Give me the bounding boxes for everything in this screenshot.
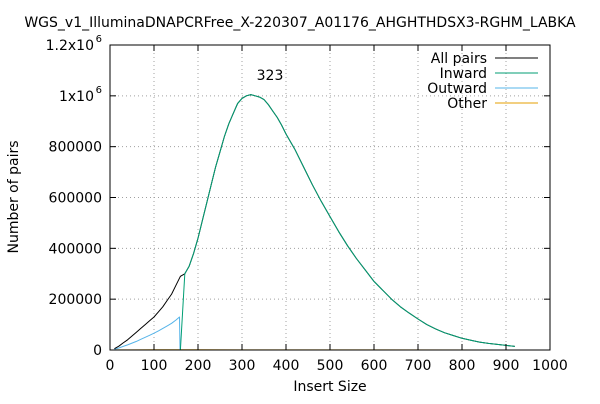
- y-tick-label-base: 1x10: [59, 89, 94, 105]
- y-tick-label-base: 200000: [49, 292, 102, 308]
- x-tick-label: 0: [106, 358, 115, 374]
- y-tick-label-base: 0: [93, 343, 102, 359]
- x-tick-label: 300: [229, 358, 256, 374]
- x-tick-label: 200: [185, 358, 212, 374]
- y-tick-label: 200000: [49, 292, 102, 308]
- legend-label: All pairs: [431, 51, 487, 67]
- x-tick-label: 800: [449, 358, 476, 374]
- tick-layer: 0 100 200 300 400 500 600 700 800 900 1000 0 200000 4…: [46, 34, 568, 374]
- x-tick-label: 500: [317, 358, 344, 374]
- x-tick-label: 400: [273, 358, 300, 374]
- legend-label: Other: [447, 96, 487, 112]
- y-tick-label-base: 600000: [49, 191, 102, 207]
- y-tick-label-exponent: 6: [96, 85, 102, 96]
- y-tick-label: 800000: [49, 140, 102, 156]
- series-layer: [114, 95, 514, 350]
- y-tick-label: 0: [93, 343, 102, 359]
- y-tick-label-exponent: 6: [96, 34, 102, 45]
- x-tick-label: 600: [361, 358, 388, 374]
- x-tick-label: 100: [141, 358, 168, 374]
- x-axis-label: Insert Size: [293, 379, 366, 395]
- x-tick-label: 1000: [532, 358, 568, 374]
- series-line-all-pairs: [114, 95, 514, 349]
- y-tick-label: 400000: [49, 241, 102, 257]
- legend-label: Inward: [440, 66, 487, 82]
- x-tick-label: 900: [493, 358, 520, 374]
- y-tick-label: 1.2x10: [46, 38, 94, 54]
- x-tick-label: 700: [405, 358, 432, 374]
- y-tick-label-base: 400000: [49, 241, 102, 257]
- y-tick-label: 600000: [49, 191, 102, 207]
- series-line-outward: [114, 317, 184, 350]
- series-line-inward: [114, 95, 514, 350]
- legend-label: Outward: [427, 81, 487, 97]
- y-axis-label: Number of pairs: [6, 140, 22, 253]
- y-tick-label: 1x10: [59, 89, 94, 105]
- y-tick-label-base: 1.2x10: [46, 38, 94, 54]
- peak-annotation: 323: [257, 68, 284, 84]
- chart-title: WGS_v1_IlluminaDNAPCRFree_X-220307_A0117…: [24, 15, 576, 31]
- y-tick-label-base: 800000: [49, 140, 102, 156]
